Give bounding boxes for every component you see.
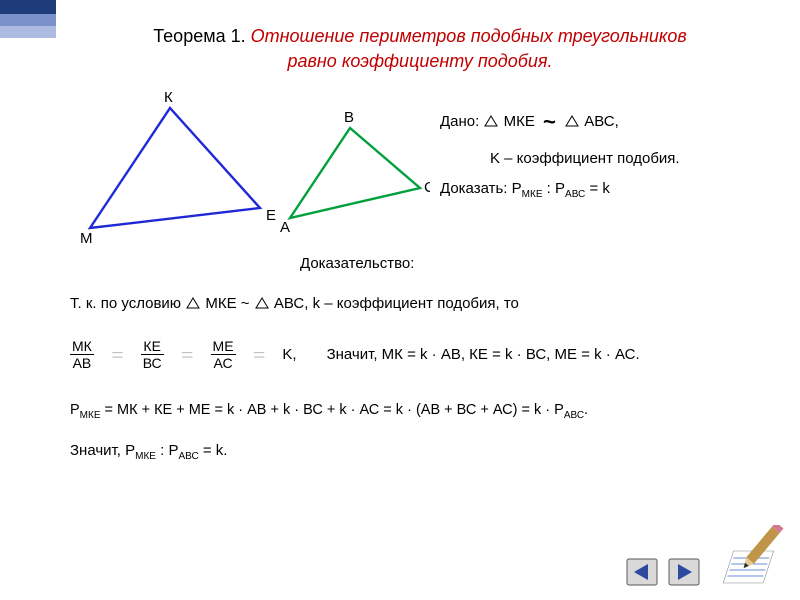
tilde-icon: ~ — [539, 109, 560, 134]
pl3s1: МКЕ — [80, 409, 101, 420]
pl3s2: АВС — [564, 409, 584, 420]
stripe-3 — [0, 26, 56, 38]
triangle-mke — [90, 108, 260, 228]
pl4s2: АВС — [178, 451, 198, 462]
p-colon: : — [547, 180, 555, 197]
label-c: С — [424, 179, 430, 196]
f1b: АВ — [71, 355, 94, 371]
pl4b: : Р — [156, 442, 179, 459]
proof-line-4: Значит, РМКЕ : РАВС = k. — [70, 442, 770, 463]
stripe-1 — [0, 0, 56, 14]
pl1c: АВС, k – коэффициент подобия, то — [274, 295, 519, 312]
pl1a: Т. к. по условию — [70, 295, 185, 312]
pl1b: МКЕ ~ — [205, 295, 253, 312]
f2b: ВС — [141, 355, 164, 371]
triangle-icon — [185, 296, 201, 310]
label-b: В — [344, 109, 354, 126]
f3t: МЕ — [211, 338, 236, 354]
proof-line-2: Значит, МК = k · АВ, КЕ = k · ВС, МЕ = k… — [327, 341, 640, 368]
given-line: Дано: МКЕ ~ АВС, — [440, 100, 780, 144]
notepad-pencil-icon — [716, 525, 786, 594]
dano-t1: МКЕ — [504, 113, 539, 130]
label-e: Е — [266, 207, 276, 224]
triangle-icon — [564, 114, 580, 128]
nav-forward-button[interactable] — [668, 558, 700, 586]
ratio-row: МК АВ = КЕ ВС = МЕ АС = K, Значит, МК = … — [70, 335, 770, 375]
frac-k: K, — [282, 341, 296, 368]
triangle-icon — [483, 114, 499, 128]
pl3e: . — [584, 402, 588, 418]
triangle-abc — [290, 128, 420, 218]
triangles-svg: М К Е А В С — [60, 88, 430, 248]
slide-title: Теорема 1. Отношение периметров подобных… — [60, 24, 780, 73]
nav-buttons — [626, 558, 700, 586]
label-a: А — [280, 219, 290, 236]
proof-line-1: Т. к. по условию МКЕ ~ АВС, k – коэффици… — [70, 290, 770, 317]
frac-3: МЕ АС — [211, 338, 236, 371]
f1t: МК — [70, 338, 94, 354]
prove-line: Доказать: РМКЕ : РАВС = k — [440, 174, 780, 205]
pl3a: Р — [70, 402, 80, 418]
eq-icon: = — [176, 335, 199, 375]
title-prefix: Теорема 1. — [153, 26, 250, 46]
p-b: Р — [555, 180, 565, 197]
dano-label: Дано: — [440, 113, 479, 130]
frac-2: КЕ ВС — [141, 338, 164, 371]
label-m: М — [80, 230, 93, 247]
dano-t2: АВС, — [584, 113, 619, 130]
pl4s1: МКЕ — [135, 451, 156, 462]
label-k: К — [164, 89, 173, 106]
given-block: Дано: МКЕ ~ АВС, K – коэффициент подобия… — [440, 100, 780, 205]
pl3m: = МК + КЕ + МЕ = k · АВ + k · ВС + k · А… — [101, 402, 564, 418]
frac-1: МК АВ — [70, 338, 94, 371]
proof-body: Т. к. по условию МКЕ ~ АВС, k – коэффици… — [70, 290, 770, 481]
f2t: КЕ — [141, 338, 163, 354]
pl4a: Значит, Р — [70, 442, 135, 459]
eq-icon: = — [248, 335, 271, 375]
proof-label: Доказательство: — [300, 255, 414, 272]
nav-back-button[interactable] — [626, 558, 658, 586]
p-eq: = k — [589, 180, 609, 197]
title-line1: Отношение периметров подобных треугольни… — [251, 26, 687, 46]
pl4c: = k. — [199, 442, 228, 459]
prove-label: Доказать: — [440, 180, 512, 197]
p-b-sub: АВС — [565, 189, 585, 200]
f3b: АС — [211, 355, 234, 371]
proof-line-3: РМКЕ = МК + КЕ + МЕ = k · АВ + k · ВС + … — [70, 397, 770, 425]
eq-icon: = — [106, 335, 129, 375]
k-coeff-line: K – коэффициент подобия. — [440, 144, 780, 174]
p-a-sub: МКЕ — [522, 189, 543, 200]
title-line2: равно коэффициенту подобия. — [287, 51, 552, 71]
p-a: Р — [512, 180, 522, 197]
triangle-icon — [254, 296, 270, 310]
diagram-area: М К Е А В С — [60, 88, 430, 248]
stripe-2 — [0, 14, 56, 26]
header-stripe — [0, 0, 56, 38]
